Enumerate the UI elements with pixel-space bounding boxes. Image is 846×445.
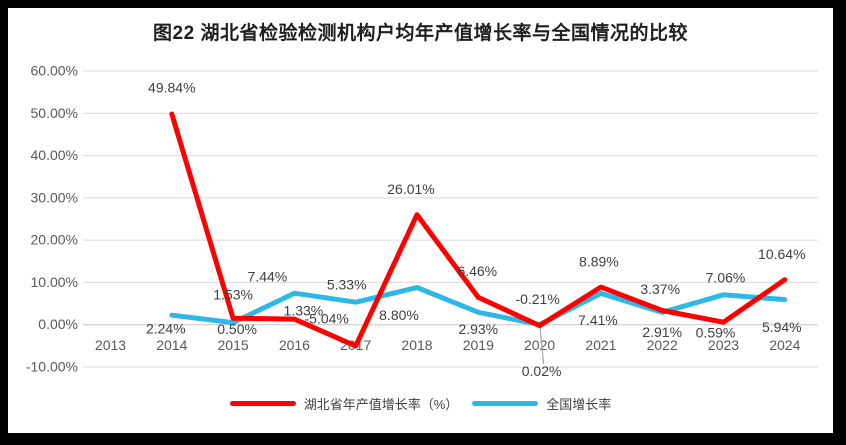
data-label-hubei: 26.01% — [387, 181, 434, 197]
data-label-hubei: 8.89% — [579, 254, 619, 270]
legend-label-hubei: 湖北省年产值增长率（%） — [303, 397, 459, 412]
data-label-national: 5.94% — [762, 319, 802, 335]
y-axis-tick-label: 30.00% — [31, 189, 78, 205]
data-label-national: 7.06% — [706, 269, 746, 285]
legend-swatch-national-line — [472, 401, 539, 406]
legend-item-hubei: 湖北省年产值增长率（%） — [229, 394, 459, 413]
y-axis-tick-label: 20.00% — [31, 232, 78, 248]
data-label-hubei: 10.64% — [758, 246, 805, 262]
legend-swatch-hubei-line — [229, 401, 296, 406]
x-axis-tick-label: 2014 — [156, 337, 187, 353]
label-leader-line — [539, 327, 545, 365]
data-label-national: 7.44% — [248, 269, 288, 285]
data-label-national: 2.91% — [642, 324, 682, 340]
data-label-national: 7.41% — [578, 312, 618, 328]
data-label-national: 2.24% — [146, 321, 186, 337]
data-label-hubei: 49.84% — [148, 80, 195, 96]
data-label-hubei: 0.59% — [696, 325, 736, 341]
data-label-hubei: 1.53% — [213, 287, 253, 303]
chart-title: 图22 湖北省检验检测机构户均年产值增长率与全国情况的比较 — [153, 23, 688, 44]
x-axis-tick-label: 2015 — [218, 337, 249, 353]
x-axis-tick-label: 2013 — [95, 337, 126, 353]
x-axis-tick-label: 2018 — [401, 337, 432, 353]
legend-item-national: 全国增长率 — [472, 394, 611, 413]
series-line-national — [169, 285, 788, 328]
data-label-national: 0.02% — [522, 363, 562, 379]
data-label-hubei: 1.33% — [284, 303, 324, 319]
y-axis-tick-label: 40.00% — [31, 147, 78, 163]
series-line-hubei — [169, 111, 788, 349]
x-axis-tick-label: 2024 — [769, 337, 800, 353]
data-label-hubei: -0.21% — [515, 291, 559, 307]
y-axis-tick-label: 60.00% — [31, 63, 78, 79]
data-label-national: 8.80% — [379, 307, 419, 323]
x-axis-tick-label: 2022 — [647, 337, 678, 353]
data-label-national: 5.33% — [327, 277, 367, 293]
x-axis-tick-label: 2023 — [708, 337, 739, 353]
y-axis-tick-label: 10.00% — [31, 274, 78, 290]
x-axis-tick-label: 2020 — [524, 337, 555, 353]
data-label-hubei: -5.04% — [305, 311, 349, 327]
legend-label-national: 全国增长率 — [546, 397, 612, 412]
x-axis-tick-label: 2021 — [585, 337, 616, 353]
chart-legend: 湖北省年产值增长率（%） 全国增长率 — [8, 394, 833, 413]
x-axis-tick-label: 2016 — [279, 337, 310, 353]
data-label-national: 0.50% — [217, 321, 257, 337]
data-label-national: 2.93% — [458, 321, 498, 337]
data-label-hubei: 3.37% — [640, 281, 680, 297]
y-axis-tick-label: 50.00% — [31, 105, 78, 121]
y-axis-tick-label: -10.00% — [26, 359, 78, 375]
x-axis-tick-label: 2019 — [463, 337, 494, 353]
data-label-hubei: 6.46% — [457, 263, 497, 279]
y-axis-tick-label: 0.00% — [38, 316, 78, 332]
